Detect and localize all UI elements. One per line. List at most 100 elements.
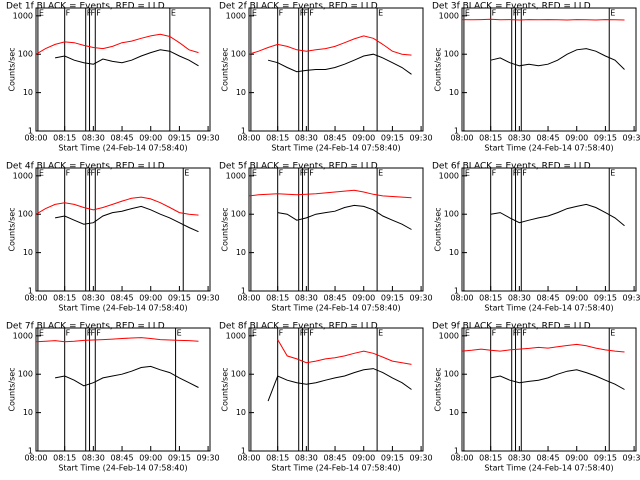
marker-label: E — [39, 9, 44, 18]
x-tick-label: 09:15 — [381, 454, 404, 463]
x-tick-label: 08:00 — [24, 134, 47, 143]
x-tick-label: 08:45 — [537, 294, 560, 303]
marker-label: E — [465, 169, 470, 178]
y-axis-label: Counts/sec — [8, 207, 17, 251]
marker-label: E — [610, 9, 615, 18]
x-tick-label: 09:15 — [594, 294, 617, 303]
x-tick-label: 09:15 — [594, 134, 617, 143]
x-tick-label: 09:00 — [139, 454, 162, 463]
x-tick-label: 08:00 — [237, 134, 260, 143]
data-line — [490, 203, 625, 227]
chart-title: Det 9f BLACK = Events, RED = LLD — [432, 322, 591, 332]
x-tick-label: 08:30 — [82, 294, 105, 303]
plot-frame — [461, 167, 637, 292]
x-axis-label: Start Time (24-Feb-14 07:58:40) — [484, 144, 613, 153]
x-tick-label: 09:30 — [197, 294, 220, 303]
marker-label: F — [66, 329, 71, 338]
marker-label: E — [378, 169, 383, 178]
data-line — [490, 369, 625, 390]
marker-label: E — [177, 329, 182, 338]
y-tick-label: 1000 — [226, 11, 246, 20]
x-axis-label: Start Time (24-Feb-14 07:58:40) — [484, 304, 613, 313]
chart-title: Det 8f BLACK = Events, RED = LLD — [219, 322, 378, 332]
y-axis-label: Counts/sec — [434, 47, 443, 91]
x-tick-label: 08:30 — [508, 454, 531, 463]
plot-frame — [35, 7, 211, 132]
marker-label: F — [91, 169, 96, 178]
x-tick-label: 08:00 — [450, 454, 473, 463]
marker-label: F — [66, 9, 71, 18]
x-axis-label: Start Time (24-Feb-14 07:58:40) — [58, 304, 187, 313]
marker-label: E — [184, 169, 189, 178]
marker-label: E — [465, 329, 470, 338]
data-line — [248, 189, 412, 199]
y-tick-label: 1000 — [226, 331, 246, 340]
x-tick-label: 08:45 — [324, 134, 347, 143]
x-tick-label: 09:00 — [565, 454, 588, 463]
x-tick-label: 08:30 — [508, 134, 531, 143]
y-tick-label: 100 — [18, 210, 33, 219]
marker-label: F — [309, 169, 314, 178]
x-axis-label: Start Time (24-Feb-14 07:58:40) — [271, 464, 400, 473]
data-line — [490, 48, 625, 70]
x-tick-label: 09:00 — [352, 134, 375, 143]
x-tick-label: 09:15 — [168, 134, 191, 143]
y-tick-label: 1 — [454, 127, 459, 136]
marker-label: F — [522, 169, 527, 178]
x-tick-label: 08:45 — [111, 294, 134, 303]
y-tick-label: 1 — [28, 447, 33, 456]
x-tick-label: 08:30 — [82, 134, 105, 143]
marker-label: F — [517, 329, 522, 338]
x-tick-label: 09:15 — [168, 294, 191, 303]
data-line — [248, 35, 412, 56]
chart-title: Det 6f BLACK = Events, RED = LLD — [432, 162, 591, 172]
data-line — [35, 33, 199, 55]
x-tick-label: 09:15 — [594, 454, 617, 463]
data-line — [55, 205, 199, 233]
x-tick-label: 08:45 — [537, 134, 560, 143]
x-tick-label: 09:15 — [381, 134, 404, 143]
marker-label: E — [252, 329, 257, 338]
y-tick-label: 100 — [444, 370, 459, 379]
x-tick-label: 08:30 — [295, 294, 318, 303]
chart-title: Det 3f BLACK = Events, RED = LLD — [432, 2, 591, 12]
marker-label: F — [492, 329, 497, 338]
x-tick-label: 08:30 — [295, 454, 318, 463]
plot-frame — [35, 327, 211, 452]
x-tick-label: 09:00 — [352, 454, 375, 463]
y-tick-label: 10 — [449, 408, 459, 417]
plot-frame — [35, 167, 211, 292]
marker-label: F — [309, 329, 314, 338]
x-tick-label: 08:15 — [266, 454, 289, 463]
y-tick-label: 10 — [449, 248, 459, 257]
plot-frame — [248, 327, 424, 452]
marker-label: F — [304, 329, 309, 338]
y-tick-label: 10 — [23, 408, 33, 417]
y-tick-label: 10 — [449, 88, 459, 97]
x-tick-label: 09:30 — [623, 134, 640, 143]
y-tick-label: 1 — [241, 127, 246, 136]
marker-label: F — [66, 169, 71, 178]
data-line — [277, 339, 412, 365]
y-tick-label: 1000 — [226, 171, 246, 180]
x-tick-label: 08:15 — [53, 454, 76, 463]
x-tick-label: 09:00 — [352, 294, 375, 303]
x-tick-label: 09:30 — [197, 134, 220, 143]
marker-label: F — [279, 329, 284, 338]
y-tick-label: 1000 — [13, 331, 33, 340]
data-line — [55, 365, 199, 388]
x-tick-label: 09:00 — [139, 134, 162, 143]
x-tick-label: 08:45 — [537, 454, 560, 463]
y-axis-label: Counts/sec — [8, 47, 17, 91]
y-tick-label: 1 — [454, 287, 459, 296]
marker-label: E — [465, 9, 470, 18]
x-tick-label: 08:00 — [237, 294, 260, 303]
y-axis-label: Counts/sec — [434, 367, 443, 411]
x-tick-label: 08:15 — [266, 134, 289, 143]
marker-label: F — [279, 9, 284, 18]
marker-label: F — [304, 169, 309, 178]
chart-title: Det 7f BLACK = Events, RED = LLD — [6, 322, 165, 332]
marker-label: F — [91, 329, 96, 338]
data-line — [461, 18, 625, 21]
x-tick-label: 09:30 — [410, 294, 433, 303]
